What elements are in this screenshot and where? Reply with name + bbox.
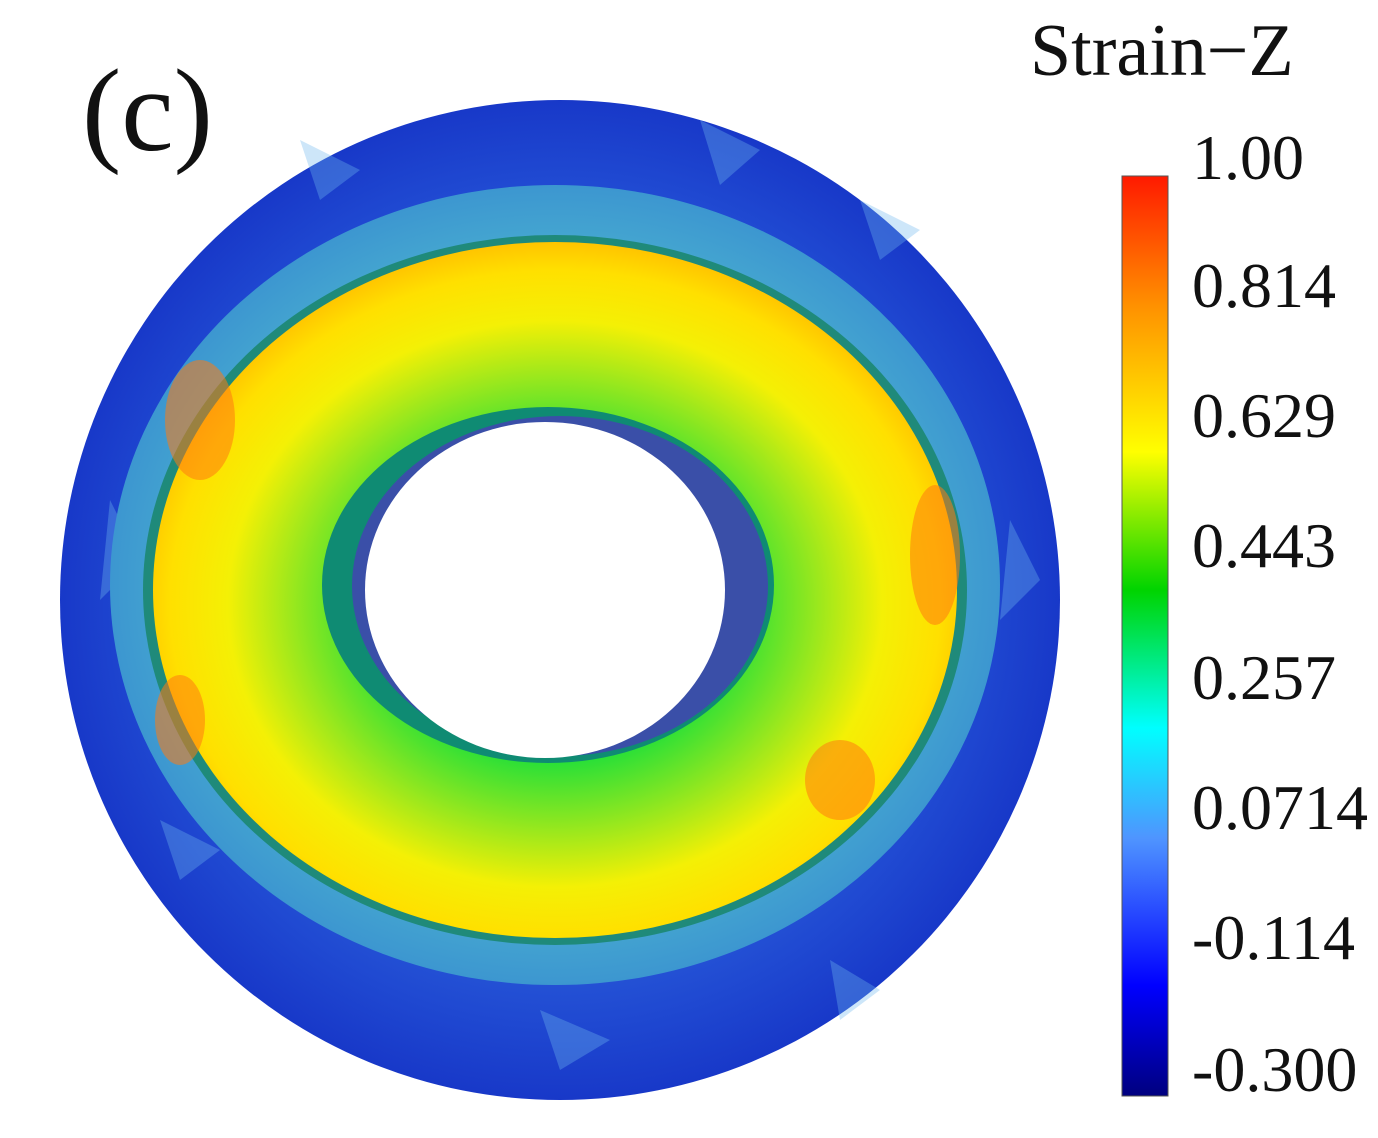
colorbar-gradient <box>1121 175 1169 1097</box>
colorbar-tick: 0.814 <box>1192 250 1336 321</box>
hotspots <box>155 360 960 820</box>
central-hole <box>365 422 725 758</box>
colorbar-tick: 0.0714 <box>1192 772 1368 843</box>
colorbar-tick: 0.443 <box>1192 510 1336 581</box>
colorbar-title: Strain−Z <box>1030 10 1294 92</box>
outer-texture <box>100 120 1040 1070</box>
colorbar-tick: 0.257 <box>1192 642 1336 713</box>
colorbar-tick: -0.300 <box>1192 1034 1358 1105</box>
panel-label: (c) <box>82 45 213 176</box>
colorbar-tick: 1.00 <box>1192 122 1304 193</box>
colorbar-tick: -0.114 <box>1192 902 1355 973</box>
colorbar-tick: 0.629 <box>1192 380 1336 451</box>
